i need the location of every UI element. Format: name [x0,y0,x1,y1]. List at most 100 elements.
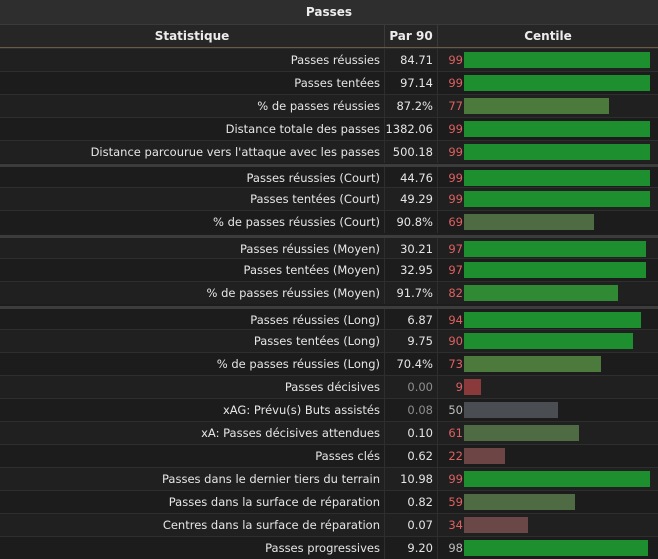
table-row: Passes clés 0.62 22 [0,444,658,467]
percentile-value: 99 [448,53,463,67]
percentile-bar [464,540,648,556]
percentile-value: 99 [448,122,463,136]
per90-value: 0.07 [385,514,438,536]
percentile-cell: 99 [438,141,658,163]
stat-label: % de passes réussies [0,95,385,117]
per90-value: 49.29 [385,188,438,210]
percentile-bar [464,121,650,137]
percentile-cell: 69 [438,211,658,233]
table-row: Passes tentées 97.14 99 [0,71,658,94]
percentile-bar [464,170,650,186]
stat-label: Passes décisives [0,376,385,398]
percentile-cell: 94 [438,309,658,331]
percentile-cell: 9 [438,376,658,398]
percentile-value: 99 [448,145,463,159]
percentile-value: 59 [448,495,463,509]
percentile-cell: 99 [438,72,658,94]
table-row: Passes tentées (Court) 49.29 99 [0,187,658,210]
table-row: Passes réussies (Moyen) 30.21 97 [0,235,658,260]
table-row: Passes réussies (Court) 44.76 99 [0,164,658,189]
percentile-cell: 82 [438,282,658,304]
stat-label: Centres dans la surface de réparation [0,514,385,536]
percentile-value: 98 [448,541,463,555]
percentile-cell: 50 [438,399,658,421]
panel-title: Passes [0,0,658,25]
table-row: Centres dans la surface de réparation 0.0… [0,513,658,536]
stat-label: Passes tentées (Moyen) [0,259,385,281]
stat-label: Passes réussies [0,49,385,71]
percentile-cell: 97 [438,238,658,260]
table-header: Statistique Par 90 Centile [0,25,658,47]
percentile-bar [464,285,618,301]
per90-value: 1382.06 [385,118,438,140]
percentile-bar [464,144,650,160]
percentile-cell: 90 [438,330,658,352]
header-statistique[interactable]: Statistique [0,25,385,47]
per90-value: 87.2% [385,95,438,117]
percentile-cell: 77 [438,95,658,117]
percentile-bar [464,52,650,68]
per90-value: 70.4% [385,353,438,375]
percentile-bar [464,98,609,114]
stat-label: Passes réussies (Court) [0,167,385,189]
stat-label: Distance totale des passes [0,118,385,140]
percentile-value: 22 [448,449,463,463]
table-row: Passes tentées (Moyen) 32.95 97 [0,258,658,281]
per90-value: 0.10 [385,422,438,444]
percentile-bar [464,425,579,441]
percentile-value: 9 [455,380,463,394]
per90-value: 30.21 [385,238,438,260]
table-row: Passes tentées (Long) 9.75 90 [0,329,658,352]
percentile-cell: 99 [438,118,658,140]
percentile-value: 99 [448,192,463,206]
percentile-bar [464,471,650,487]
percentile-cell: 34 [438,514,658,536]
per90-value: 6.87 [385,309,438,331]
header-centile[interactable]: Centile [524,29,572,43]
per90-value: 9.75 [385,330,438,352]
percentile-cell: 22 [438,445,658,467]
percentile-cell: 99 [438,49,658,71]
per90-value: 0.62 [385,445,438,467]
table-row: xAG: Prévu(s) Buts assistés 0.08 50 [0,398,658,421]
percentile-cell: 61 [438,422,658,444]
stat-label: % de passes réussies (Long) [0,353,385,375]
stat-label: Passes dans la surface de réparation [0,491,385,513]
stat-label: Passes réussies (Long) [0,309,385,331]
percentile-bar [464,214,594,230]
per90-value: 44.76 [385,167,438,189]
percentile-value: 61 [448,426,463,440]
per90-value: 32.95 [385,259,438,281]
table-row: xA: Passes décisives attendues 0.10 61 [0,421,658,444]
percentile-cell: 99 [438,167,658,189]
per90-value: 84.71 [385,49,438,71]
percentile-bar [464,312,641,328]
percentile-value: 69 [448,215,463,229]
per90-value: 0.08 [385,399,438,421]
table-row: Passes réussies (Long) 6.87 94 [0,306,658,331]
table-row: Distance totale des passes 1382.06 99 [0,117,658,140]
table-row: % de passes réussies (Court) 90.8% 69 [0,210,658,233]
percentile-value: 99 [448,472,463,486]
table-row: Distance parcourue vers l'attaque avec l… [0,140,658,163]
percentile-bar [464,402,558,418]
percentile-bar [464,241,646,257]
percentile-cell: 73 [438,353,658,375]
percentile-bar [464,448,505,464]
percentile-value: 90 [448,334,463,348]
stat-label: Distance parcourue vers l'attaque avec l… [0,141,385,163]
per90-value: 500.18 [385,141,438,163]
stat-label: % de passes réussies (Moyen) [0,282,385,304]
stat-label: xAG: Prévu(s) Buts assistés [0,399,385,421]
stat-label: % de passes réussies (Court) [0,211,385,233]
percentile-value: 77 [448,99,463,113]
per90-value: 9.20 [385,537,438,559]
percentile-value: 94 [448,313,463,327]
stat-label: Passes tentées [0,72,385,94]
percentile-cell: 59 [438,491,658,513]
percentile-bar [464,494,575,510]
table-row: Passes progressives 9.20 98 [0,536,658,559]
header-par-90[interactable]: Par 90 [385,25,438,47]
percentile-bar [464,517,528,533]
table-row: % de passes réussies (Moyen) 91.7% 82 [0,281,658,304]
